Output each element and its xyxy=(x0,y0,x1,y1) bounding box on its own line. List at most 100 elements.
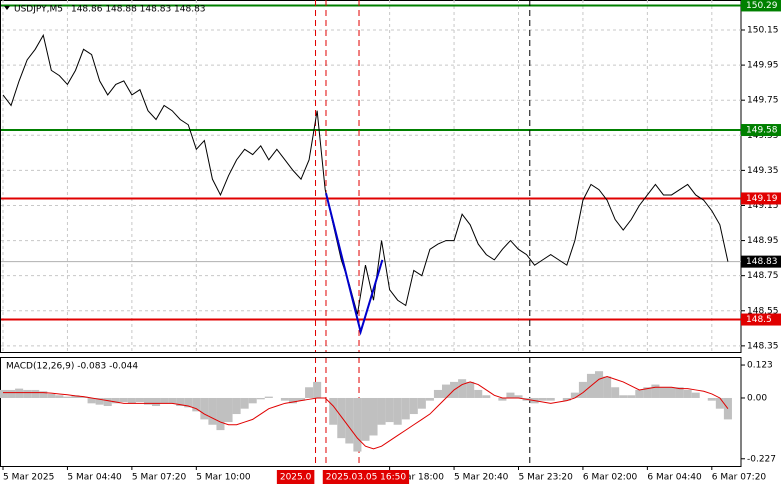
x-tick-label: 6 Mar 07:20 xyxy=(712,473,767,483)
histogram-bar xyxy=(603,376,612,398)
y-tick-label: 149.15 xyxy=(747,201,779,211)
histogram-bar xyxy=(458,379,467,398)
histogram-bar xyxy=(611,387,620,398)
x-tick-label: 5 Mar 04:40 xyxy=(67,473,122,483)
series-line xyxy=(2,33,729,315)
x-tick-label: 5 Mar 18:00 xyxy=(390,473,445,483)
histogram-bar xyxy=(393,397,402,425)
pane-frame xyxy=(0,357,742,467)
histogram-bar xyxy=(369,397,378,436)
level-label: 148.5 xyxy=(746,315,772,325)
histogram-bar xyxy=(0,389,8,398)
y-tick-label: 148.95 xyxy=(747,236,779,246)
x-tick-label: 5 Mar 23:20 xyxy=(518,473,573,483)
histogram-bar xyxy=(441,384,451,398)
histogram-bar xyxy=(675,387,684,398)
histogram-bar xyxy=(643,387,652,398)
histogram-bar xyxy=(135,397,144,402)
histogram-bar xyxy=(224,397,233,423)
histogram-bar xyxy=(345,397,354,444)
histogram-bar xyxy=(168,397,177,404)
histogram-bar xyxy=(538,397,547,401)
histogram-bar xyxy=(377,397,386,425)
histogram-bar xyxy=(619,395,628,398)
y-tick-label: 148.75 xyxy=(747,271,779,281)
level-label: 150.29 xyxy=(746,1,778,11)
histogram-bar xyxy=(329,397,338,425)
histogram-bar xyxy=(659,387,668,398)
chart-title: MACD(12,26,9) -0.083 -0.044 xyxy=(6,362,138,372)
histogram-bar xyxy=(337,397,346,439)
y-tick-label: 149.75 xyxy=(747,96,779,106)
histogram-bar xyxy=(595,371,604,398)
histogram-bar xyxy=(176,397,185,407)
histogram-bar xyxy=(361,397,370,441)
histogram-bar xyxy=(7,389,16,398)
histogram-bar xyxy=(216,397,225,431)
histogram-bar xyxy=(651,384,660,398)
histogram-bar xyxy=(707,397,716,401)
histogram-bar xyxy=(23,389,32,398)
histogram-bar xyxy=(103,397,112,407)
level-label-box xyxy=(741,313,781,326)
level-label: 149.58 xyxy=(746,126,778,136)
histogram-bar xyxy=(578,381,587,398)
x-tick-label: 6 Mar 02:00 xyxy=(583,473,638,483)
histogram-bar xyxy=(474,389,483,398)
histogram-bar xyxy=(506,392,515,398)
histogram-bar xyxy=(562,397,571,401)
histogram-bar xyxy=(87,397,96,404)
time-tag-box xyxy=(322,470,410,484)
histogram-bar xyxy=(79,396,88,398)
histogram-bar xyxy=(39,391,48,398)
histogram-bar xyxy=(570,392,579,398)
level-label-box xyxy=(741,0,781,12)
level-label-box xyxy=(741,255,781,268)
histogram-bar xyxy=(683,389,692,398)
y-tick-label: 149.95 xyxy=(747,61,779,71)
histogram-bar xyxy=(232,397,241,415)
histogram-bar xyxy=(425,397,434,401)
histogram-bar xyxy=(152,397,161,407)
histogram-bar xyxy=(498,397,507,401)
histogram-bar xyxy=(691,392,700,398)
histogram-bar xyxy=(256,397,265,400)
histogram-bar xyxy=(200,397,209,420)
histogram-bar xyxy=(184,397,193,408)
series-line xyxy=(3,376,729,450)
histogram-bar xyxy=(409,397,418,415)
histogram-bar xyxy=(111,397,120,404)
time-tag-box xyxy=(276,470,315,484)
histogram-bar xyxy=(433,389,442,398)
histogram-bar xyxy=(305,387,314,398)
histogram-bar xyxy=(482,395,491,398)
pane-frame xyxy=(0,0,742,353)
level-label-box xyxy=(741,192,781,205)
title-marker xyxy=(4,6,10,10)
histogram-bar xyxy=(160,397,169,404)
x-tick-label: 5 Mar 07:20 xyxy=(132,473,187,483)
histogram-bar xyxy=(546,397,555,401)
y-tick-label: 0.00 xyxy=(747,393,767,403)
histogram-bar xyxy=(127,397,136,404)
chart-title: USDJPY,M5 xyxy=(14,5,63,15)
histogram-bar xyxy=(514,395,523,398)
histogram-bar xyxy=(95,397,104,405)
time-tag: 2025.03.05 16:50 xyxy=(326,473,407,483)
histogram-bar xyxy=(192,397,201,412)
y-tick-label: 149.35 xyxy=(747,166,779,176)
y-tick-label: 148.35 xyxy=(747,341,779,351)
histogram-bar xyxy=(63,396,72,398)
histogram-bar xyxy=(385,397,394,423)
histogram-bar xyxy=(627,395,636,398)
histogram-bar xyxy=(71,395,80,398)
histogram-bar xyxy=(296,397,306,401)
annotation-line xyxy=(325,192,384,336)
x-tick-label: 6 Mar 04:40 xyxy=(647,473,702,483)
level-label: 148.83 xyxy=(746,257,778,267)
chart-subtitle: 148.86 148.88 148.83 148.83 xyxy=(71,5,206,15)
histogram-bar xyxy=(31,389,40,398)
histogram-bar xyxy=(240,397,249,409)
histogram-bar xyxy=(280,397,289,401)
